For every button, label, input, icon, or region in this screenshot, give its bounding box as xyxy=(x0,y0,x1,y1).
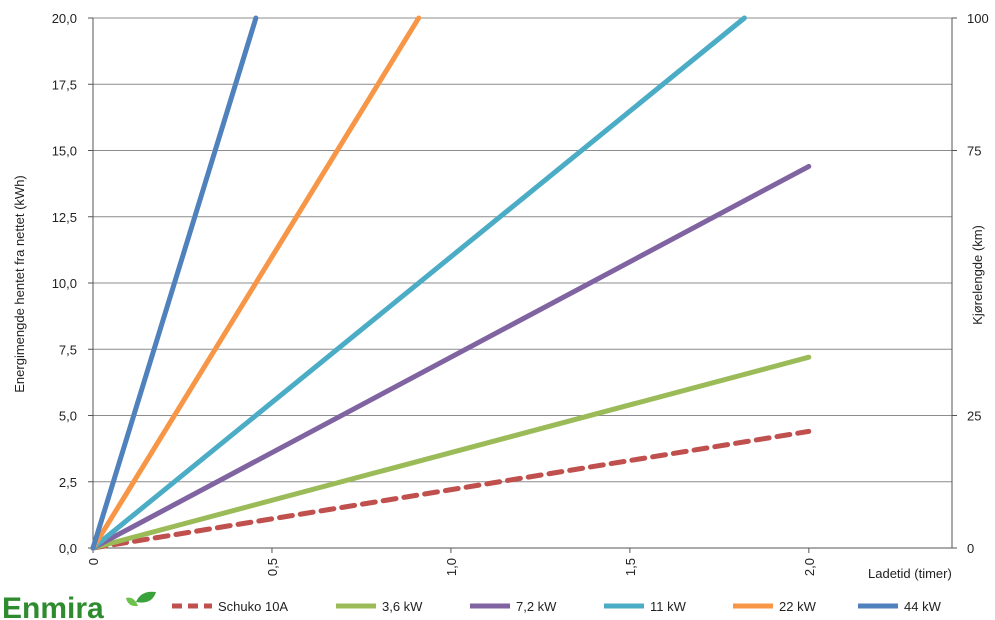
y-tick-label: 5,0 xyxy=(59,409,77,424)
legend-label: 44 kW xyxy=(904,599,942,614)
series-line-4 xyxy=(90,15,422,551)
y-tick-label: 10,0 xyxy=(52,276,77,291)
legend-label: 11 kW xyxy=(650,599,687,614)
y2-tick-label: 25 xyxy=(967,409,981,424)
x-tick-label: 1,5 xyxy=(623,558,638,576)
series-line-1 xyxy=(90,354,812,551)
logo-text: Enmira xyxy=(2,592,104,620)
x-tick-label: 1,0 xyxy=(444,558,459,576)
y-tick-label: 0,0 xyxy=(59,541,77,556)
series-line-3 xyxy=(90,15,747,551)
y2-axis-title: Kjørelengde (km) xyxy=(970,225,985,325)
y-ticks: 0,0 2,5 5,0 7,5 10,0 12,5 15,0 17,5 20,0 xyxy=(52,11,77,556)
series-line-0 xyxy=(90,428,812,551)
logo: Enmira xyxy=(2,591,156,620)
x-tick-label: 0 xyxy=(86,558,101,565)
y2-tick-label: 75 xyxy=(967,144,981,159)
y-tick-label: 17,5 xyxy=(52,77,77,92)
legend-label: 22 kW xyxy=(779,599,817,614)
x-ticks: 0 0,5 1,0 1,5 2,0 xyxy=(86,558,817,576)
x-axis-title: Ladetid (timer) xyxy=(868,566,952,581)
legend-label: Schuko 10A xyxy=(218,599,288,614)
y2-tick-label: 0 xyxy=(967,541,974,556)
y-tick-label: 15,0 xyxy=(52,144,77,159)
y-tick-label: 2,5 xyxy=(59,475,77,490)
series-line-5 xyxy=(90,15,259,551)
y-tick-label: 20,0 xyxy=(52,11,77,26)
legend: Schuko 10A 3,6 kW 7,2 kW 11 kW 22 kW 44 kW xyxy=(172,599,942,614)
y2-ticks: 0 25 75 100 xyxy=(967,11,989,556)
leaf-icon xyxy=(126,591,156,607)
series-lines xyxy=(90,15,812,551)
axes xyxy=(88,17,957,553)
legend-label: 7,2 kW xyxy=(516,599,557,614)
x-tick-label: 0,5 xyxy=(265,558,280,576)
y-tick-label: 7,5 xyxy=(59,342,77,357)
y-tick-label: 12,5 xyxy=(52,210,77,225)
y-axis-title: Energimengde hentet fra nettet (kWh) xyxy=(12,175,27,393)
x-tick-label: 2,0 xyxy=(802,558,817,576)
series-line-2 xyxy=(90,163,812,551)
y2-tick-label: 100 xyxy=(967,11,989,26)
grid xyxy=(93,17,952,483)
legend-label: 3,6 kW xyxy=(382,599,423,614)
